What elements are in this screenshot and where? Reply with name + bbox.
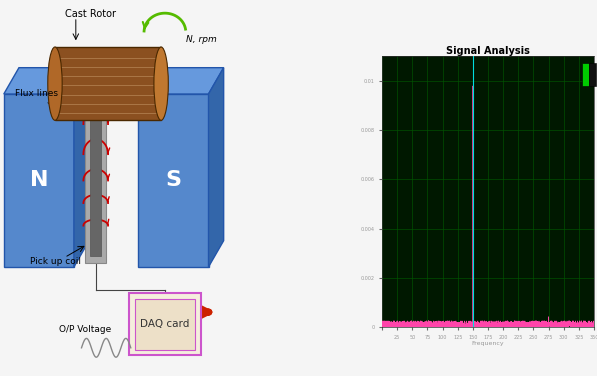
Polygon shape [74, 68, 89, 267]
Text: O/P Voltage: O/P Voltage [59, 324, 111, 334]
Polygon shape [208, 68, 224, 267]
Text: N, rpm: N, rpm [186, 35, 217, 44]
Polygon shape [134, 299, 195, 350]
Bar [582, 62, 589, 86]
Polygon shape [4, 94, 74, 267]
Polygon shape [55, 47, 161, 120]
Text: S: S [165, 170, 181, 191]
Polygon shape [85, 90, 106, 263]
Polygon shape [139, 94, 208, 267]
Text: N: N [30, 170, 48, 191]
Polygon shape [139, 68, 224, 94]
Text: DAQ card: DAQ card [140, 319, 190, 329]
Text: Cast Rotor: Cast Rotor [66, 9, 116, 20]
Polygon shape [129, 293, 201, 355]
Ellipse shape [48, 47, 62, 120]
Bar [589, 62, 596, 86]
Polygon shape [90, 97, 101, 256]
Title: Signal Analysis: Signal Analysis [446, 45, 530, 56]
Polygon shape [4, 68, 89, 94]
Text: Flux lines: Flux lines [15, 89, 58, 99]
X-axis label: Frequency: Frequency [472, 341, 504, 346]
Text: Pick up coil: Pick up coil [30, 257, 81, 266]
Ellipse shape [154, 47, 168, 120]
